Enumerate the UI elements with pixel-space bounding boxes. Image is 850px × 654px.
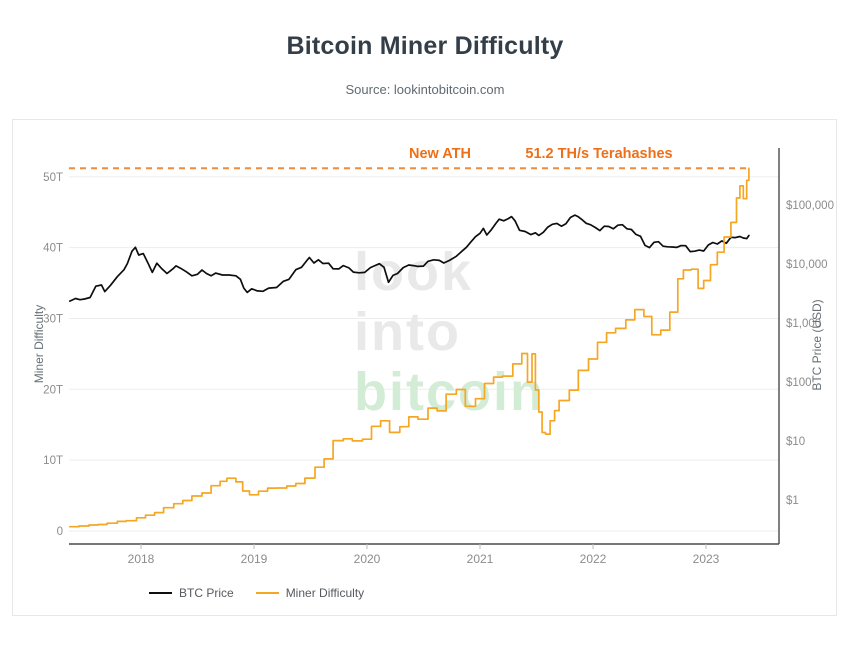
legend-label: Miner Difficulty xyxy=(285,586,365,600)
axes: 2018 2019 2020 2021 2022 2023 0 10T 20T 30T 40T 50T… xyxy=(32,148,834,566)
chart-card: look into bitcoin 2018 2019 2020 2021 2022 2023 0… xyxy=(12,119,837,616)
btc-price-line xyxy=(68,214,750,302)
lookintobitcoin-watermark: lookintobitcoin xyxy=(354,242,545,422)
left-tick-label: 40T xyxy=(43,243,63,255)
left-tick-label: 10T xyxy=(43,455,63,467)
miner-difficulty-line xyxy=(68,167,750,528)
right-tick-label: $100 xyxy=(786,377,812,389)
legend-swatch xyxy=(149,592,172,594)
watermark-word: into xyxy=(354,302,461,362)
gridlines xyxy=(69,176,779,532)
legend-label: BTC Price xyxy=(179,586,234,600)
chart-legend: BTC Price Miner Difficulty xyxy=(149,586,364,600)
legend-item-miner-difficulty[interactable]: Miner Difficulty xyxy=(255,586,365,600)
left-tick-label: 50T xyxy=(43,172,63,184)
watermark-word: bitcoin xyxy=(354,362,545,422)
left-tick-label: 0 xyxy=(57,526,63,538)
right-tick-label: $10,000 xyxy=(786,259,828,271)
right-tick-label: $10 xyxy=(786,436,805,448)
x-tick-label: 2018 xyxy=(128,552,155,566)
source-caption: Source: lookintobitcoin.com xyxy=(345,82,505,97)
x-tick-label: 2023 xyxy=(693,552,720,566)
x-tick-label: 2021 xyxy=(467,552,494,566)
ath-value: 51.2 TH/s Terahashes xyxy=(525,146,672,162)
right-tick-label: $1,000 xyxy=(786,318,821,330)
left-tick-label: 30T xyxy=(43,313,63,325)
ath-annotation: New ATH 51.2 TH/s Terahashes xyxy=(69,146,749,170)
x-tick-label: 2022 xyxy=(580,552,607,566)
right-axis-title: BTC Price (USD) xyxy=(810,299,824,390)
right-tick-label: $100,000 xyxy=(786,200,834,212)
watermark-word: look xyxy=(354,242,473,302)
right-tick-label: $1 xyxy=(786,495,799,507)
legend-item-btc-price[interactable]: BTC Price xyxy=(149,586,234,600)
x-tick-label: 2019 xyxy=(241,552,268,566)
x-tick-label: 2020 xyxy=(354,552,381,566)
left-axis-title: Miner Difficulty xyxy=(32,305,46,383)
legend-swatch xyxy=(255,592,279,594)
difficulty-price-chart: lookintobitcoin 2018 2019 2020 2021 2022 2023 0… xyxy=(32,146,834,566)
page-title: Bitcoin Miner Difficulty xyxy=(286,32,564,60)
ath-label: New ATH xyxy=(409,146,471,162)
left-tick-label: 20T xyxy=(43,384,63,396)
